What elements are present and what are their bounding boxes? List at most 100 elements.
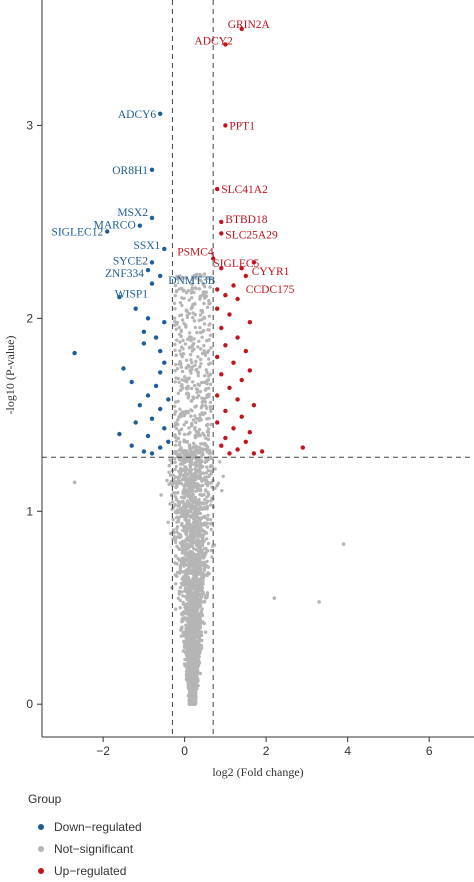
gene-label: CCDC175 bbox=[246, 284, 295, 296]
not-significant-point bbox=[206, 386, 211, 390]
not-significant-point bbox=[187, 591, 191, 595]
not-significant-point bbox=[188, 620, 192, 624]
not-significant-point bbox=[194, 526, 198, 530]
not-significant-point bbox=[203, 599, 207, 604]
not-significant-point bbox=[191, 343, 195, 348]
not-significant-point bbox=[208, 503, 213, 507]
not-significant-point bbox=[182, 321, 186, 326]
legend: Group Down−regulated Not−significant Up−re… bbox=[28, 792, 328, 882]
not-significant-point bbox=[191, 651, 196, 655]
not-significant-point bbox=[210, 555, 214, 559]
not-significant-point bbox=[194, 699, 198, 703]
not-significant-point bbox=[182, 633, 186, 637]
not-significant-point bbox=[183, 378, 187, 383]
not-significant-point bbox=[196, 511, 201, 515]
not-significant-point bbox=[178, 566, 183, 570]
not-significant-point bbox=[193, 584, 197, 589]
not-significant-point bbox=[177, 443, 182, 447]
down-regulated-point bbox=[153, 383, 159, 389]
not-significant-point bbox=[200, 396, 204, 400]
not-significant-point bbox=[185, 631, 190, 636]
not-significant-point bbox=[182, 473, 186, 478]
not-significant-point bbox=[200, 380, 204, 385]
not-significant-point bbox=[189, 639, 193, 643]
not-significant-point bbox=[181, 583, 185, 587]
not-significant-point bbox=[199, 442, 203, 446]
not-significant-point bbox=[186, 640, 190, 644]
not-significant-point bbox=[189, 598, 194, 602]
not-significant-point bbox=[188, 514, 192, 518]
not-significant-point bbox=[185, 675, 189, 679]
not-significant-point bbox=[180, 521, 184, 526]
not-significant-point bbox=[203, 411, 207, 415]
not-significant-point bbox=[181, 338, 185, 343]
not-significant-point bbox=[195, 390, 199, 395]
not-significant-point bbox=[206, 517, 210, 521]
not-significant-point bbox=[193, 414, 197, 418]
not-significant-point bbox=[188, 650, 192, 654]
up-regulated-point bbox=[219, 266, 224, 271]
not-significant-point bbox=[174, 439, 178, 443]
not-significant-point bbox=[201, 551, 206, 555]
not-significant-point bbox=[195, 538, 199, 542]
not-significant-point bbox=[207, 416, 211, 421]
not-significant-point bbox=[192, 567, 197, 572]
not-significant-point bbox=[179, 612, 184, 616]
gene-label: SLC41A2 bbox=[221, 184, 268, 196]
up-regulated-point bbox=[251, 451, 257, 456]
not-significant-point bbox=[174, 353, 178, 357]
not-significant-point bbox=[182, 288, 186, 293]
not-significant-point bbox=[206, 513, 210, 517]
not-significant-point bbox=[181, 546, 185, 550]
not-significant-point bbox=[203, 400, 207, 404]
not-significant-point bbox=[196, 579, 200, 583]
up-regulated-point bbox=[239, 377, 244, 383]
not-significant-point bbox=[193, 363, 197, 367]
not-significant-point bbox=[196, 374, 200, 378]
not-significant-point bbox=[180, 512, 185, 516]
not-significant-point bbox=[177, 448, 181, 452]
x-tick-label: 6 bbox=[426, 744, 433, 758]
not-significant-point bbox=[183, 487, 187, 492]
not-significant-point bbox=[178, 440, 182, 444]
not-significant-point bbox=[186, 386, 190, 390]
not-significant-point bbox=[193, 405, 197, 409]
not-significant-point bbox=[200, 535, 204, 540]
down-regulated-point bbox=[105, 229, 110, 234]
not-significant-point bbox=[205, 430, 210, 434]
up-regulated-point bbox=[215, 354, 220, 360]
not-significant-point bbox=[183, 465, 188, 469]
not-significant-point bbox=[184, 626, 188, 631]
not-significant-point bbox=[176, 418, 180, 422]
not-significant-point bbox=[191, 607, 196, 611]
not-significant-point bbox=[204, 339, 209, 343]
not-significant-point bbox=[200, 317, 204, 322]
not-significant-point bbox=[203, 296, 207, 300]
not-significant-point bbox=[190, 288, 194, 292]
not-significant-point bbox=[187, 298, 191, 302]
down-regulated-point bbox=[149, 451, 155, 456]
not-significant-point bbox=[175, 570, 180, 575]
not-significant-point bbox=[197, 601, 202, 605]
down-regulated-point bbox=[141, 449, 147, 454]
not-significant-point bbox=[192, 498, 196, 502]
not-significant-point bbox=[317, 600, 321, 604]
not-significant-point bbox=[192, 290, 196, 295]
not-significant-point bbox=[200, 538, 204, 542]
not-significant-point bbox=[184, 616, 188, 620]
not-significant-point bbox=[204, 381, 209, 385]
not-significant-point bbox=[196, 516, 201, 520]
not-significant-point bbox=[174, 480, 179, 485]
down-regulated-point bbox=[162, 426, 167, 431]
not-significant-point bbox=[174, 363, 178, 367]
not-significant-point bbox=[167, 482, 171, 486]
not-significant-point bbox=[190, 277, 194, 282]
not-significant-point bbox=[173, 540, 178, 544]
not-significant-point bbox=[208, 455, 212, 459]
not-significant-point bbox=[221, 474, 225, 478]
not-significant-point bbox=[187, 479, 192, 483]
not-significant-point bbox=[200, 479, 204, 483]
not-significant-point bbox=[206, 490, 210, 495]
gene-label: ADCY6 bbox=[118, 109, 157, 121]
not-significant-point bbox=[165, 478, 169, 483]
